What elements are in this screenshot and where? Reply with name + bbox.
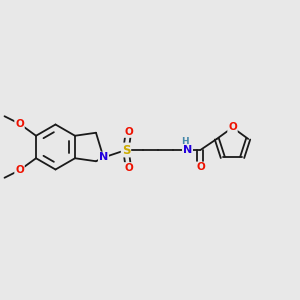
Text: O: O xyxy=(124,127,133,137)
Text: O: O xyxy=(124,163,133,173)
Text: O: O xyxy=(15,165,24,175)
Text: N: N xyxy=(183,145,192,155)
Text: N: N xyxy=(99,152,108,163)
Text: O: O xyxy=(196,162,205,172)
Text: S: S xyxy=(122,143,130,157)
Text: O: O xyxy=(228,122,237,133)
Text: O: O xyxy=(15,119,24,129)
Text: H: H xyxy=(181,136,189,146)
